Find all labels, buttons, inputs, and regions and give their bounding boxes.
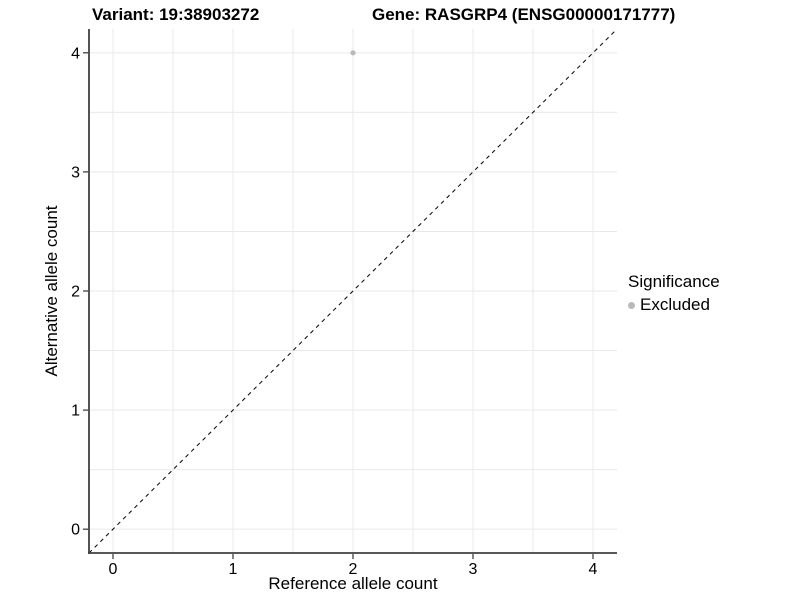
y-axis-title: Alternative allele count [42,205,61,377]
y-tick-label: 0 [71,522,80,539]
x-tick-label: 3 [469,561,478,578]
legend: Significance Excluded [628,272,720,315]
y-tick-label: 4 [71,45,80,62]
legend-item-excluded: Excluded [628,295,720,315]
x-tick-label: 0 [109,561,118,578]
identity-line [88,28,618,554]
data-point [350,50,356,56]
x-tick-label: 1 [229,561,238,578]
plot-title-variant: Variant: 19:38903272 [92,5,260,24]
x-tick-label: 2 [349,561,358,578]
y-tick-label: 1 [71,403,80,420]
y-tick-label: 3 [71,164,80,181]
legend-item-label: Excluded [640,295,710,314]
x-tick-label: 4 [589,561,598,578]
y-tick-label: 2 [71,284,80,301]
x-axis-title: Reference allele count [268,574,438,593]
plot-title-gene: Gene: RASGRP4 (ENSG00000171777) [372,5,676,24]
excluded-point-icon [628,301,635,309]
legend-title: Significance [628,272,720,291]
